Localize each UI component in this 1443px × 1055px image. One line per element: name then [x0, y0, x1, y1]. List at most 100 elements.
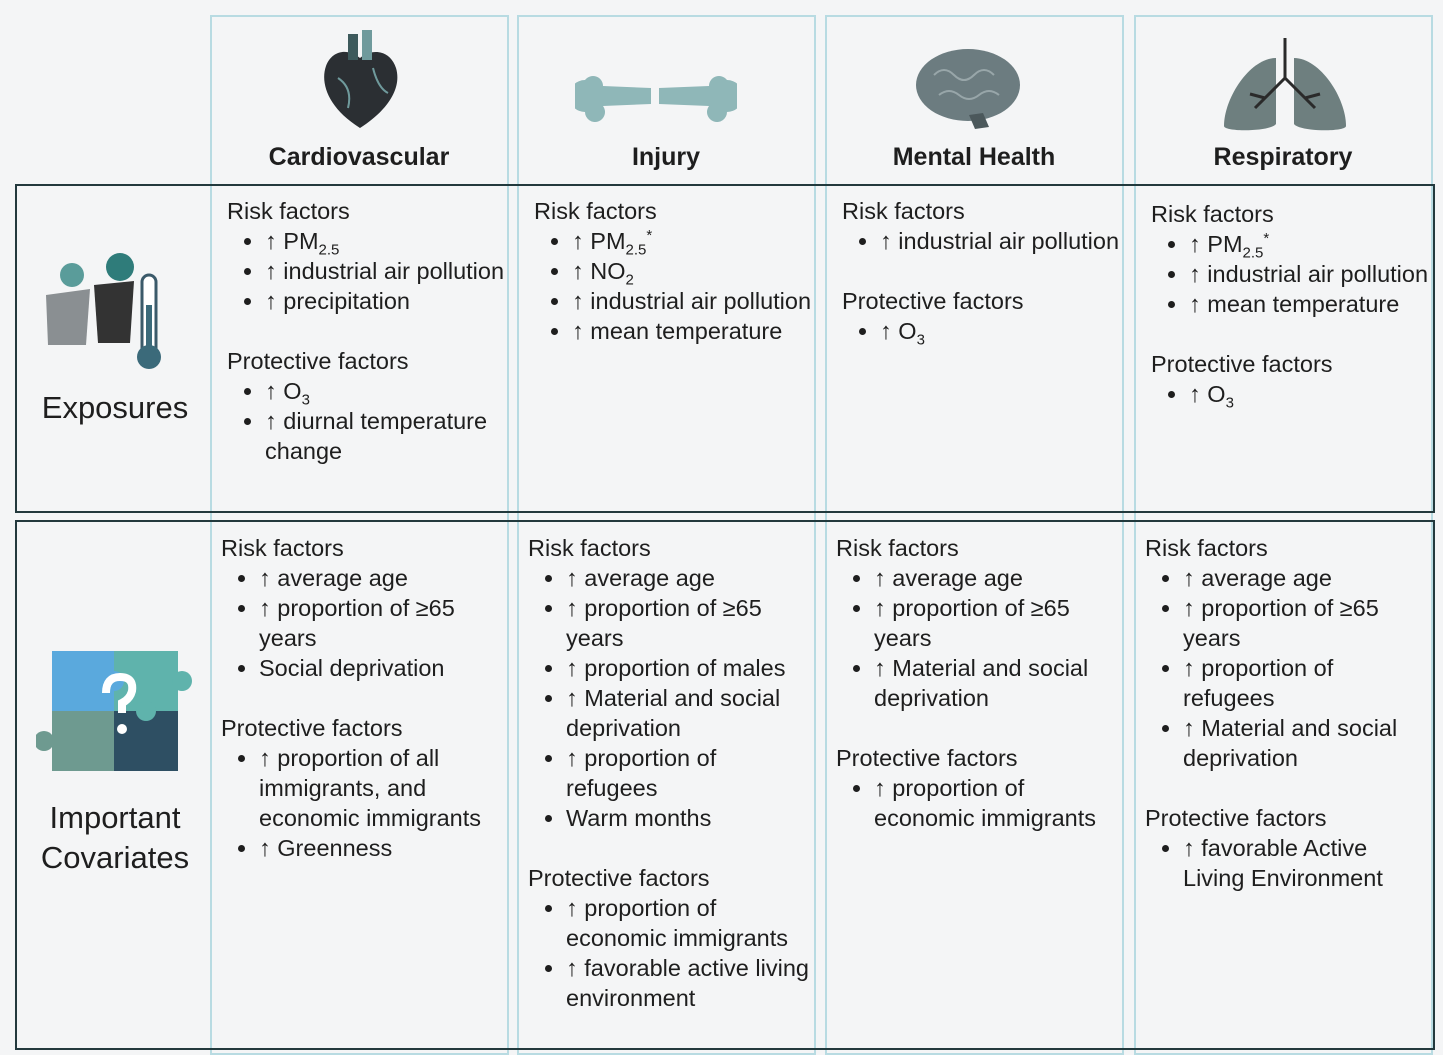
bone-icon [575, 76, 737, 122]
factor-group: Risk factors↑ average age↑ proportion of… [836, 533, 1121, 713]
group-heading: Risk factors [836, 535, 959, 561]
group-heading: Protective factors [836, 745, 1018, 771]
row-frame [15, 184, 1435, 513]
column-title: Cardiovascular [268, 143, 450, 171]
factor-list: ↑ average age↑ proportion of ≥65 years↑ … [1145, 563, 1430, 773]
factor-item: ↑ proportion of refugees [1183, 653, 1430, 713]
factor-item: ↑ mean temperature [572, 316, 819, 346]
cell: Risk factors↑ PM2.5*↑ industrial air pol… [1151, 199, 1436, 412]
factor-list: ↑ average age↑ proportion of ≥65 years↑ … [528, 563, 813, 833]
factor-item: ↑ PM2.5* [572, 226, 819, 258]
puzzle-icon [36, 651, 192, 771]
factor-item: ↑ industrial air pollution [572, 286, 819, 316]
factor-item: ↑ Material and social deprivation [874, 653, 1121, 713]
factor-item: ↑ industrial air pollution [265, 256, 512, 286]
factor-item: ↑ favorable Active Living Environment [1183, 833, 1430, 893]
factor-item: ↑ O3 [265, 376, 512, 409]
factor-item: ↑ Greenness [259, 833, 506, 863]
factor-group: Risk factors↑ PM2.5↑ industrial air poll… [227, 196, 512, 316]
factor-text: ↑ O [265, 378, 302, 404]
column-title: Mental Health [892, 143, 1056, 171]
factor-group: Risk factors↑ PM2.5*↑ industrial air pol… [1151, 199, 1436, 319]
pollution-icon [46, 253, 161, 369]
factor-list: ↑ O3 [1151, 379, 1436, 412]
cell: Risk factors↑ average age↑ proportion of… [1145, 533, 1430, 893]
superscript: * [1263, 230, 1270, 248]
factor-group: Protective factors↑ O3 [1151, 349, 1436, 412]
subscript: 3 [1225, 394, 1234, 412]
heart-icon [324, 30, 398, 128]
factor-text: ↑ PM [1189, 231, 1243, 257]
factor-item: ↑ NO2 [572, 256, 819, 289]
factor-list: ↑ proportion of economic immigrants↑ fav… [528, 893, 813, 1013]
group-heading: Protective factors [227, 348, 409, 374]
factor-item: ↑ average age [259, 563, 506, 593]
group-heading: Risk factors [221, 535, 344, 561]
factor-item: ↑ industrial air pollution [880, 226, 1127, 256]
group-heading: Protective factors [528, 865, 710, 891]
factor-text: ↑ O [880, 318, 917, 344]
group-heading: Risk factors [1151, 201, 1274, 227]
factor-item: ↑ average age [566, 563, 813, 593]
factor-item: ↑ Material and social deprivation [566, 683, 813, 743]
superscript: * [646, 227, 653, 245]
factor-item: ↑ mean temperature [1189, 289, 1436, 319]
factor-group: Risk factors↑ PM2.5*↑ NO2↑ industrial ai… [534, 196, 819, 346]
factor-item: ↑ favorable active living environment [566, 953, 813, 1013]
factor-group: Protective factors↑ proportion of all im… [221, 713, 506, 863]
group-heading: Protective factors [1151, 351, 1333, 377]
factor-item: ↑ PM2.5 [265, 226, 512, 259]
factor-item: ↑ proportion of economic immigrants [566, 893, 813, 953]
factor-item: ↑ proportion of ≥65 years [259, 593, 506, 653]
factor-item: ↑ precipitation [265, 286, 512, 316]
factor-item: ↑ average age [874, 563, 1121, 593]
factor-item: ↑ PM2.5* [1189, 229, 1436, 261]
factor-list: ↑ PM2.5*↑ NO2↑ industrial air pollution↑… [534, 226, 819, 346]
factor-list: ↑ proportion of economic immigrants [836, 773, 1121, 833]
factor-list: ↑ proportion of all immigrants, and econ… [221, 743, 506, 863]
group-heading: Risk factors [227, 198, 350, 224]
cell: Risk factors↑ PM2.5*↑ NO2↑ industrial ai… [534, 196, 819, 346]
factor-list: ↑ average age↑ proportion of ≥65 years↑ … [836, 563, 1121, 713]
cell: Risk factors↑ average age↑ proportion of… [221, 533, 506, 863]
subscript: 3 [301, 391, 310, 409]
group-heading: Protective factors [221, 715, 403, 741]
factor-item: ↑ Material and social deprivation [1183, 713, 1430, 773]
factor-item: ↑ diurnal temperature change [265, 406, 512, 466]
factor-text: ↑ NO [572, 258, 626, 284]
subscript: 2 [625, 271, 634, 289]
group-heading: Risk factors [534, 198, 657, 224]
factor-group: Risk factors↑ average age↑ proportion of… [1145, 533, 1430, 773]
factor-list: ↑ PM2.5*↑ industrial air pollution↑ mean… [1151, 229, 1436, 319]
factor-list: ↑ industrial air pollution [842, 226, 1127, 256]
factor-list: ↑ average age↑ proportion of ≥65 yearsSo… [221, 563, 506, 683]
factor-group: Protective factors↑ O3↑ diurnal temperat… [227, 346, 512, 466]
factor-item: ↑ proportion of ≥65 years [1183, 593, 1430, 653]
factor-item: ↑ proportion of ≥65 years [874, 593, 1121, 653]
factor-text: ↑ PM [572, 228, 626, 254]
row-label: Exposures [41, 390, 189, 425]
subscript: 3 [916, 331, 925, 349]
factor-list: ↑ O3 [842, 316, 1127, 349]
column-title: Respiratory [1213, 143, 1353, 171]
factor-item: ↑ proportion of refugees [566, 743, 813, 803]
cell: Risk factors↑ industrial air pollution Pr… [842, 196, 1127, 349]
cell: Risk factors↑ average age↑ proportion of… [836, 533, 1121, 833]
factor-text: ↑ PM [265, 228, 319, 254]
cell: Risk factors↑ PM2.5↑ industrial air poll… [227, 196, 512, 466]
factor-item: ↑ O3 [1189, 379, 1436, 412]
group-heading: Risk factors [528, 535, 651, 561]
lungs-icon [1224, 38, 1346, 131]
factor-item: ↑ average age [1183, 563, 1430, 593]
group-heading: Risk factors [1145, 535, 1268, 561]
group-heading: Risk factors [842, 198, 965, 224]
cell: Risk factors↑ average age↑ proportion of… [528, 533, 813, 1013]
factor-item: ↑ proportion of males [566, 653, 813, 683]
factor-list: ↑ favorable Active Living Environment [1145, 833, 1430, 893]
factor-group: Protective factors↑ O3 [842, 286, 1127, 349]
factor-item: ↑ proportion of ≥65 years [566, 593, 813, 653]
factor-item: Warm months [566, 803, 813, 833]
factor-group: Protective factors↑ proportion of econom… [528, 863, 813, 1013]
subscript: 2.5 [318, 241, 340, 259]
